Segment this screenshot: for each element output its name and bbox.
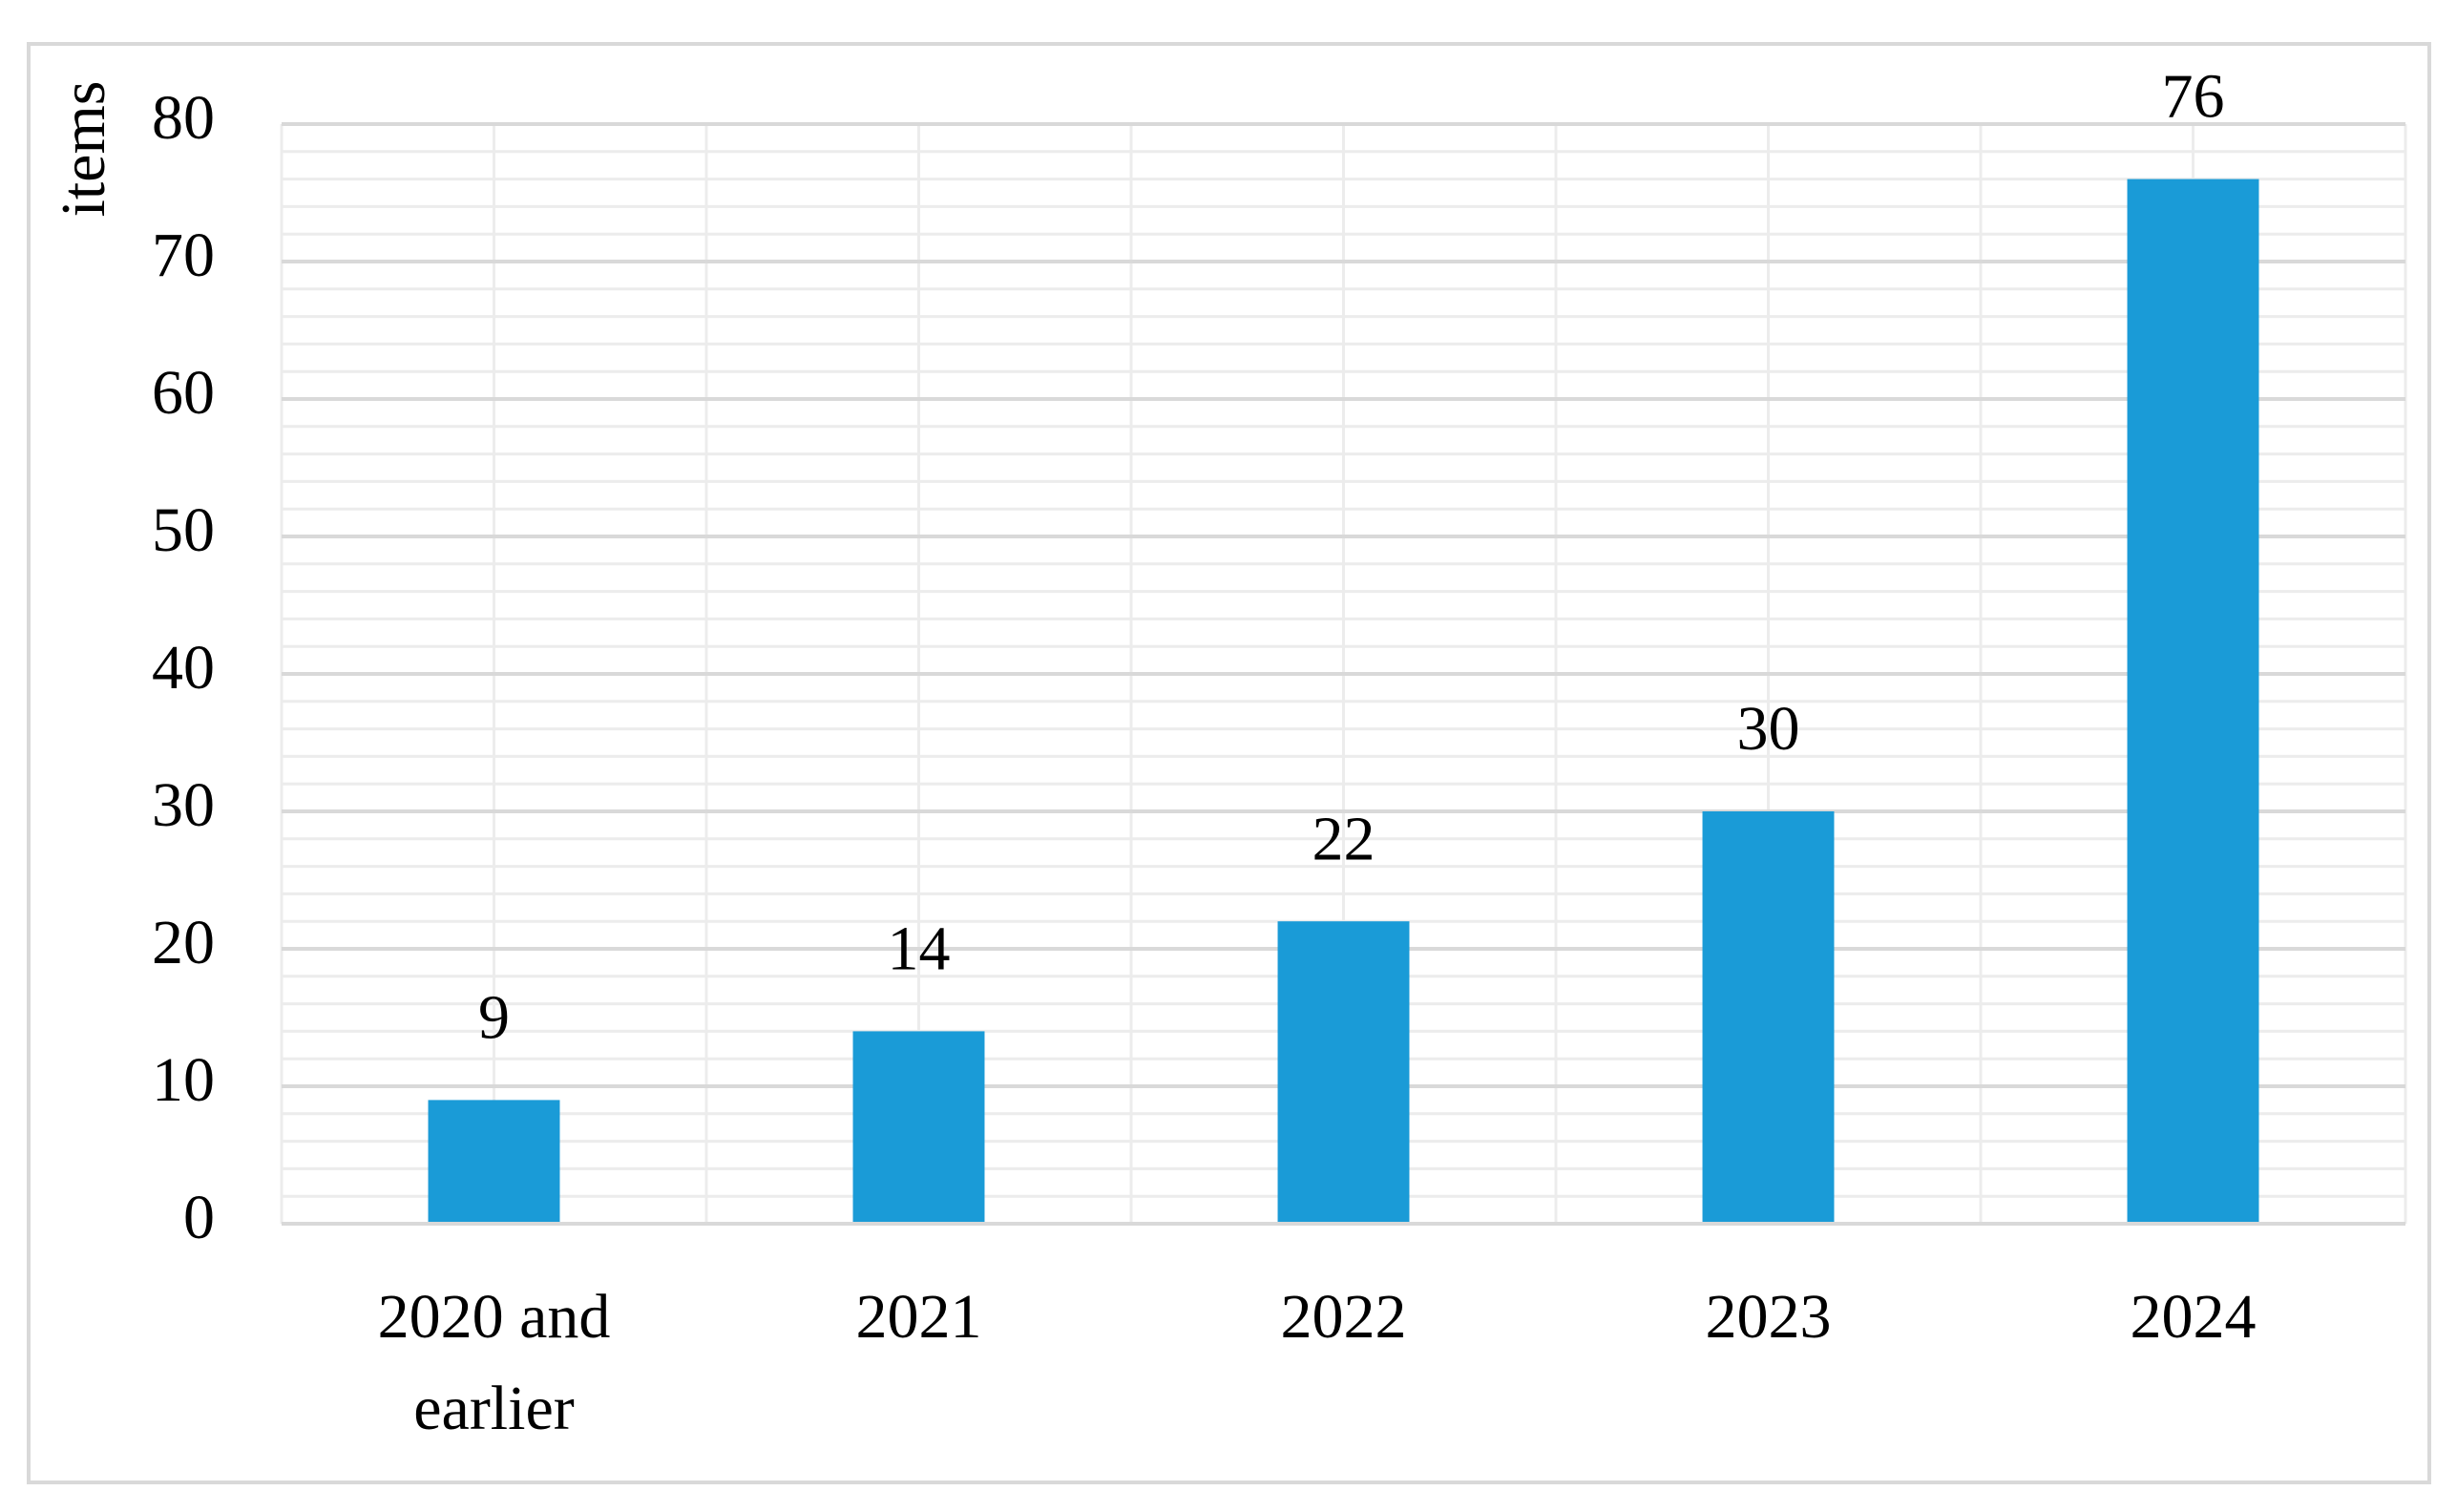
x-tick-label: 2022	[1280, 1282, 1407, 1352]
y-tick-label: 30	[152, 770, 215, 840]
y-tick-label: 20	[152, 908, 215, 977]
x-tick-label: 2024	[2130, 1282, 2257, 1352]
bar	[2127, 178, 2259, 1225]
data-label: 14	[888, 914, 951, 984]
bar	[1702, 811, 1835, 1224]
x-tick-label: 2020 and earlier	[377, 1282, 611, 1443]
y-tick-label: 80	[152, 83, 215, 153]
x-tick-label: 2021	[855, 1282, 982, 1352]
y-tick-label: 10	[152, 1045, 215, 1115]
data-label: 22	[1312, 804, 1376, 873]
y-tick-label: 50	[152, 495, 215, 565]
x-tick-label: 2023	[1705, 1282, 1832, 1352]
bar	[428, 1100, 560, 1224]
data-label: 30	[1737, 694, 1800, 764]
y-tick-label: 40	[152, 633, 215, 703]
y-tick-label: 60	[152, 358, 215, 428]
data-label: 9	[478, 983, 510, 1053]
bar	[1277, 921, 1410, 1224]
data-label: 76	[2162, 62, 2225, 132]
bar	[852, 1031, 985, 1224]
chart-border	[27, 42, 2431, 1484]
y-axis-label: items	[49, 81, 118, 218]
y-tick-label: 70	[152, 220, 215, 290]
y-tick-label: 0	[183, 1183, 215, 1252]
